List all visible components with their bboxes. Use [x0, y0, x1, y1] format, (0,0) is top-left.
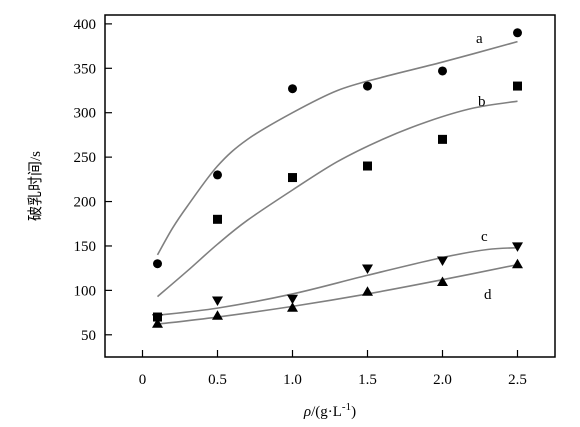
data-point-a [213, 170, 222, 180]
data-point-a [153, 259, 162, 269]
y-axis-title: 破乳时间/s [27, 151, 44, 221]
data-point-c [287, 294, 298, 305]
data-point-a [513, 28, 522, 38]
y-tick-label: 300 [74, 106, 97, 122]
x-axis-title-exponent: -1 [342, 401, 351, 413]
data-point-c [362, 264, 373, 275]
data-point-c [437, 256, 448, 267]
fit-curve-d [157, 263, 518, 325]
y-tick-label: 400 [74, 17, 97, 33]
data-point-d [287, 302, 298, 312]
y-tick-label: 250 [74, 150, 97, 166]
x-axis-title: ρ/(g·L-1) [303, 401, 356, 420]
curve-label-c: c [481, 229, 488, 245]
data-points [152, 28, 523, 328]
y-tick-label: 350 [74, 61, 97, 77]
fit-curve-c [157, 246, 518, 317]
data-point-d [212, 310, 223, 320]
x-tick-label: 2.5 [508, 372, 527, 388]
data-point-c [212, 296, 223, 307]
data-point-a [438, 66, 447, 76]
fit-curve-b [156, 100, 518, 298]
y-tick-label: 200 [74, 195, 97, 211]
data-point-b [513, 81, 522, 91]
data-point-b [213, 214, 222, 224]
data-point-a [363, 81, 372, 91]
x-tick-label: 2.0 [433, 372, 452, 388]
y-tick-label: 100 [74, 283, 97, 299]
data-point-b [288, 173, 297, 183]
data-point-d [437, 276, 448, 286]
data-point-b [438, 134, 447, 144]
data-point-d [362, 286, 373, 296]
x-tick-label: 1.5 [358, 372, 377, 388]
data-point-b [363, 161, 372, 171]
curve-label-b: b [478, 94, 486, 110]
curve-label-d: d [484, 287, 492, 303]
data-point-a [288, 84, 297, 94]
y-tick-label: 50 [81, 328, 96, 344]
data-point-c [512, 242, 523, 252]
curve-labels: a b c d [476, 31, 492, 303]
x-tick-label: 0 [139, 372, 147, 388]
y-axis: 50 100 150 200 250 300 350 400 [74, 17, 112, 344]
fit-curves [156, 40, 518, 325]
x-axis-title-unit: /(g·L [311, 404, 342, 420]
x-axis: 0 0.5 1.0 1.5 2.0 2.5 [139, 350, 527, 388]
y-tick-label: 150 [74, 239, 97, 255]
x-axis-title-close: ) [351, 404, 356, 420]
curve-label-a: a [476, 31, 483, 47]
x-axis-title-symbol: ρ [303, 404, 311, 420]
data-point-d [512, 258, 523, 269]
data-point-d [152, 318, 163, 328]
fit-curve-a [156, 40, 518, 256]
plot-frame [104, 14, 556, 358]
x-tick-label: 0.5 [208, 372, 227, 388]
x-tick-label: 1.0 [283, 372, 302, 388]
